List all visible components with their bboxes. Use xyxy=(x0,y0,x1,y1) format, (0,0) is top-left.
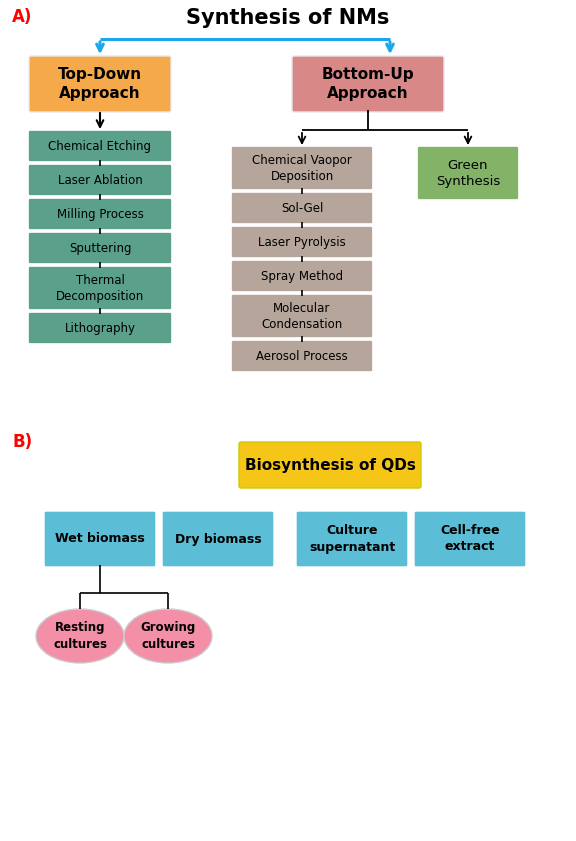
FancyBboxPatch shape xyxy=(231,192,373,224)
Text: Molecular
Condensation: Molecular Condensation xyxy=(262,302,343,331)
Text: Lithography: Lithography xyxy=(65,321,135,335)
Text: Chemical Vaopor
Deposition: Chemical Vaopor Deposition xyxy=(252,154,352,182)
FancyBboxPatch shape xyxy=(28,130,172,162)
FancyBboxPatch shape xyxy=(231,340,373,372)
FancyBboxPatch shape xyxy=(231,260,373,292)
FancyBboxPatch shape xyxy=(28,232,172,264)
Text: Chemical Etching: Chemical Etching xyxy=(48,140,151,152)
FancyBboxPatch shape xyxy=(28,312,172,344)
Text: Thermal
Decomposition: Thermal Decomposition xyxy=(56,273,144,303)
Text: Top-Down
Approach: Top-Down Approach xyxy=(58,67,142,101)
Text: Green
Synthesis: Green Synthesis xyxy=(436,158,500,188)
FancyBboxPatch shape xyxy=(292,56,444,112)
Text: Culture
supernatant: Culture supernatant xyxy=(309,525,395,553)
FancyBboxPatch shape xyxy=(28,198,172,230)
Ellipse shape xyxy=(36,609,124,663)
Text: B): B) xyxy=(12,433,32,451)
Text: Resting
cultures: Resting cultures xyxy=(53,621,107,650)
Text: Dry biomass: Dry biomass xyxy=(175,532,262,546)
Text: Milling Process: Milling Process xyxy=(56,208,143,220)
FancyBboxPatch shape xyxy=(44,511,156,567)
FancyBboxPatch shape xyxy=(28,266,172,310)
FancyBboxPatch shape xyxy=(414,511,526,567)
Text: Aerosol Process: Aerosol Process xyxy=(256,350,348,362)
FancyBboxPatch shape xyxy=(162,511,274,567)
Text: A): A) xyxy=(12,8,32,26)
Text: Sputtering: Sputtering xyxy=(69,241,131,255)
Text: Biosynthesis of QDs: Biosynthesis of QDs xyxy=(245,458,415,473)
FancyBboxPatch shape xyxy=(417,146,519,200)
Text: Laser Pyrolysis: Laser Pyrolysis xyxy=(258,235,346,248)
Text: Synthesis of NMs: Synthesis of NMs xyxy=(186,8,390,28)
Ellipse shape xyxy=(124,609,212,663)
FancyBboxPatch shape xyxy=(28,164,172,196)
FancyBboxPatch shape xyxy=(231,294,373,338)
Text: Growing
cultures: Growing cultures xyxy=(141,621,196,650)
Text: Spray Method: Spray Method xyxy=(261,269,343,283)
Text: Cell-free
extract: Cell-free extract xyxy=(440,525,500,553)
FancyBboxPatch shape xyxy=(296,511,408,567)
Text: Sol-Gel: Sol-Gel xyxy=(281,202,323,214)
FancyBboxPatch shape xyxy=(231,146,373,190)
Text: Bottom-Up
Approach: Bottom-Up Approach xyxy=(321,67,414,101)
Text: Wet biomass: Wet biomass xyxy=(55,532,145,546)
Text: Laser Ablation: Laser Ablation xyxy=(58,173,142,187)
FancyBboxPatch shape xyxy=(239,442,421,488)
FancyBboxPatch shape xyxy=(29,56,171,112)
FancyBboxPatch shape xyxy=(231,226,373,258)
